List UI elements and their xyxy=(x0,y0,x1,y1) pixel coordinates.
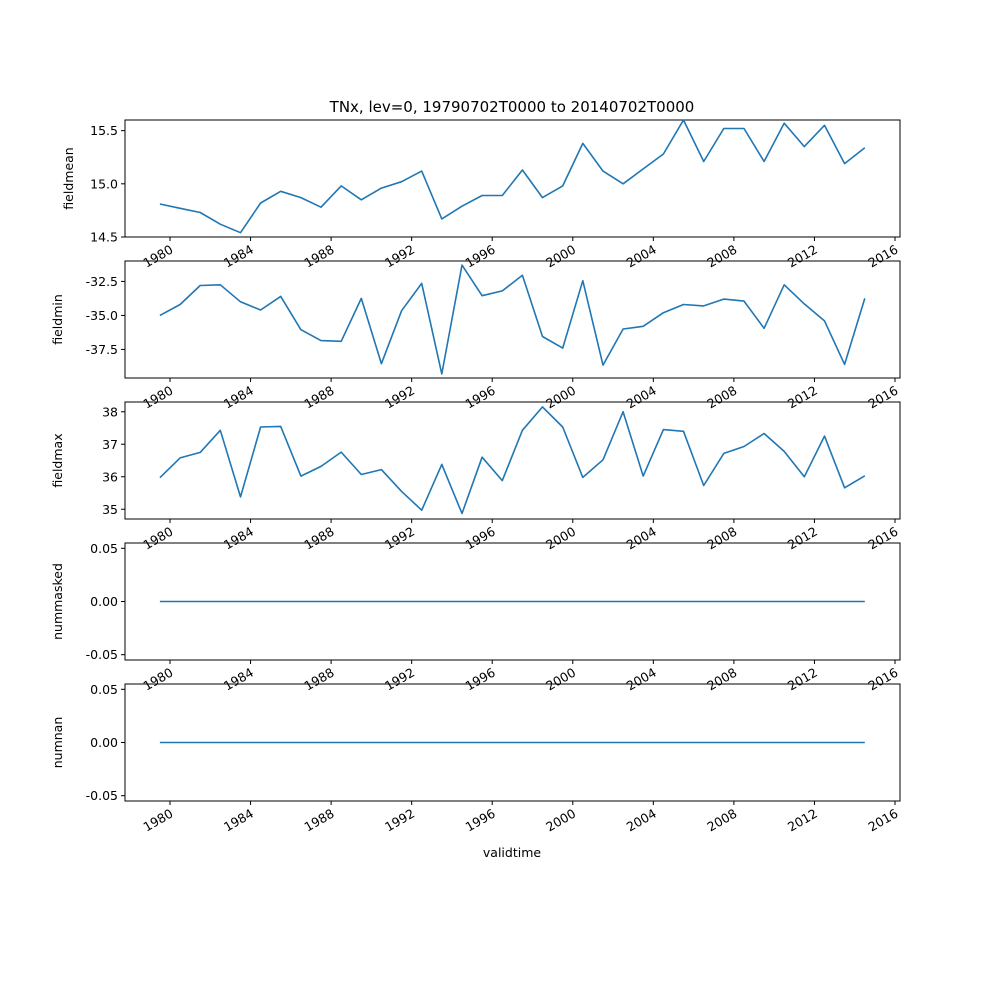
x-tick-label: 1988 xyxy=(302,806,337,835)
series-line-fieldmean xyxy=(159,119,866,234)
panel-fieldmean: 14.5 15.0 15.5 fieldmean 1980 1984 1988 1992 199… xyxy=(61,119,901,271)
x-tick-label: 2008 xyxy=(704,524,739,553)
x-tick-label: 2016 xyxy=(865,665,900,694)
x-tick-label: 1980 xyxy=(140,524,175,553)
x-tick-label: 1980 xyxy=(140,242,175,271)
y-tick-label: 36 xyxy=(102,469,118,484)
x-tick-label: 2008 xyxy=(704,242,739,271)
y-tick-label: 14.5 xyxy=(90,230,118,245)
y-tick-label: 0.00 xyxy=(90,594,118,609)
x-tick-label: 2012 xyxy=(785,806,820,835)
x-tick-label: 1992 xyxy=(382,806,417,835)
x-tick-label: 1984 xyxy=(221,383,256,412)
x-tick-label: 2004 xyxy=(624,383,659,412)
y-tick-label: 37 xyxy=(102,437,118,452)
x-tick-label: 1992 xyxy=(382,524,417,553)
panels: 14.5 15.0 15.5 fieldmean 1980 1984 1988 1992 199… xyxy=(50,119,901,835)
x-tick-label: 2008 xyxy=(704,665,739,694)
x-tick-label: 2016 xyxy=(865,806,900,835)
x-axis-label: validtime xyxy=(483,845,541,860)
series-line-fieldmax xyxy=(159,406,866,515)
y-axis-label: fieldmean xyxy=(61,147,76,209)
panel-fieldmax: 35 36 37 38 fieldmax 1980 1984 1988 1992 1996 2000… xyxy=(50,401,901,553)
y-tick-label: 15.0 xyxy=(90,176,118,191)
x-tick-label: 1992 xyxy=(382,242,417,271)
x-tick-label: 1988 xyxy=(302,383,337,412)
y-tick-label: 35 xyxy=(102,502,118,517)
x-tick-label: 2000 xyxy=(543,665,578,694)
x-tick-label: 2012 xyxy=(785,383,820,412)
x-tick-label: 1984 xyxy=(221,665,256,694)
x-tick-label: 2016 xyxy=(865,383,900,412)
x-tick-label: 1980 xyxy=(140,383,175,412)
x-tick-label: 2000 xyxy=(543,806,578,835)
x-tick-label: 1984 xyxy=(221,242,256,271)
x-tick-label: 1996 xyxy=(463,383,498,412)
panel-nummasked: 0.05 0.00 -0.05 nummasked 1980 1984 1988 1992 19… xyxy=(50,541,901,694)
x-tick-label: 2004 xyxy=(624,242,659,271)
panel-numnan: 0.05 0.00 -0.05 numnan 1980 1984 1988 1992 1996 2… xyxy=(50,682,901,835)
y-axis-label: nummasked xyxy=(50,563,65,640)
plot-frame xyxy=(124,401,901,520)
x-tick-label: 1996 xyxy=(463,242,498,271)
x-tick-label: 2012 xyxy=(785,524,820,553)
x-tick-label: 1996 xyxy=(463,665,498,694)
x-tick-label: 2000 xyxy=(543,242,578,271)
y-axis-label: fieldmax xyxy=(50,433,65,487)
x-tick-label: 1996 xyxy=(463,524,498,553)
x-tick-label: 2012 xyxy=(785,242,820,271)
x-tick-label: 1984 xyxy=(221,806,256,835)
x-tick-label: 1988 xyxy=(302,665,337,694)
y-tick-label: 0.00 xyxy=(90,735,118,750)
x-tick-label: 2004 xyxy=(624,806,659,835)
x-tick-label: 2008 xyxy=(704,806,739,835)
x-tick-label: 2008 xyxy=(704,383,739,412)
x-tick-label: 1988 xyxy=(302,242,337,271)
x-tick-label: 2004 xyxy=(624,524,659,553)
panel-fieldmin: -32.5 -35.0 -37.5 fieldmin 1980 1984 1988 1992 1… xyxy=(50,260,901,412)
plot-frame xyxy=(124,260,901,379)
y-tick-label: 38 xyxy=(102,404,118,419)
y-tick-label: -0.05 xyxy=(86,647,118,662)
series-line-fieldmin xyxy=(159,264,866,375)
x-tick-label: 1980 xyxy=(140,806,175,835)
y-tick-label: -32.5 xyxy=(86,274,118,289)
x-tick-label: 2000 xyxy=(543,524,578,553)
y-tick-label: 0.05 xyxy=(90,682,118,697)
chart-title: TNx, lev=0, 19790702T0000 to 20140702T00… xyxy=(329,98,695,116)
y-axis-label: fieldmin xyxy=(50,294,65,345)
x-tick-label: 1996 xyxy=(463,806,498,835)
y-tick-label: -0.05 xyxy=(86,788,118,803)
y-tick-label: 15.5 xyxy=(90,123,118,138)
x-tick-label: 1992 xyxy=(382,383,417,412)
plot-frame xyxy=(124,119,901,238)
x-tick-label: 1980 xyxy=(140,665,175,694)
x-tick-label: 2012 xyxy=(785,665,820,694)
x-tick-label: 1992 xyxy=(382,665,417,694)
x-tick-label: 1984 xyxy=(221,524,256,553)
y-axis-label: numnan xyxy=(50,717,65,769)
x-tick-label: 2016 xyxy=(865,242,900,271)
x-tick-label: 1988 xyxy=(302,524,337,553)
y-tick-label: 0.05 xyxy=(90,541,118,556)
y-tick-label: -35.0 xyxy=(86,308,118,323)
x-tick-label: 2000 xyxy=(543,383,578,412)
y-tick-label: -37.5 xyxy=(86,342,118,357)
x-tick-label: 2004 xyxy=(624,665,659,694)
x-tick-label: 2016 xyxy=(865,524,900,553)
